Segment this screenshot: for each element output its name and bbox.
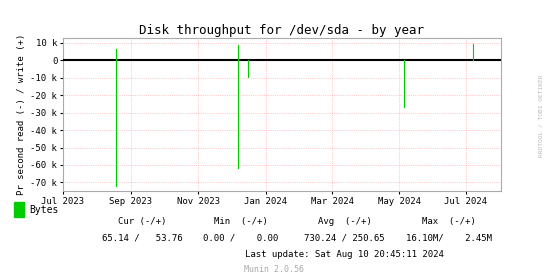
Title: Disk throughput for /dev/sda - by year: Disk throughput for /dev/sda - by year [139,24,424,37]
Text: RRDTOOL / TOBI OETIKER: RRDTOOL / TOBI OETIKER [538,74,543,157]
Text: Last update: Sat Aug 10 20:45:11 2024: Last update: Sat Aug 10 20:45:11 2024 [245,250,444,259]
Y-axis label: Pr second read (-) / write (+): Pr second read (-) / write (+) [18,34,26,196]
Text: Munin 2.0.56: Munin 2.0.56 [243,265,304,274]
Text: Min  (-/+): Min (-/+) [214,217,267,226]
Text: 65.14 /   53.76: 65.14 / 53.76 [102,233,183,242]
Text: 730.24 / 250.65: 730.24 / 250.65 [304,233,385,242]
Text: Cur (-/+): Cur (-/+) [118,217,166,226]
Text: 16.10M/    2.45M: 16.10M/ 2.45M [405,233,492,242]
Text: Max  (-/+): Max (-/+) [422,217,475,226]
Text: 0.00 /    0.00: 0.00 / 0.00 [203,233,278,242]
Text: Avg  (-/+): Avg (-/+) [318,217,371,226]
Text: Bytes: Bytes [29,205,59,215]
